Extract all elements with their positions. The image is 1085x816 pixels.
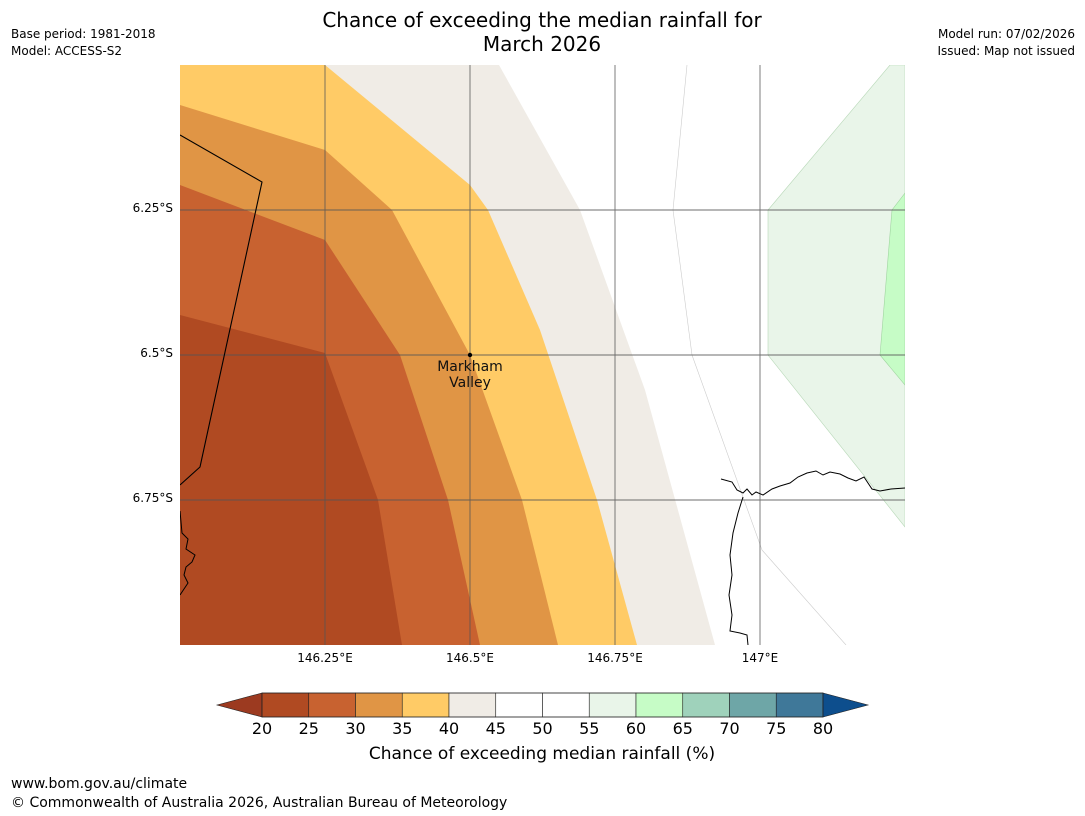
colorbar-tick-label: 25 <box>298 719 319 738</box>
lon-label-146-75: 146.75°E <box>587 651 643 665</box>
map-area[interactable] <box>180 65 905 645</box>
footer-url[interactable]: www.bom.gov.au/climate <box>11 776 188 792</box>
colorbar-segment <box>542 692 590 718</box>
base-period-text: Base period: 1981-2018 <box>11 27 156 41</box>
colorbar-tick-label: 40 <box>438 719 460 738</box>
colorbar-tick-label: 80 <box>812 719 834 738</box>
grid-lines <box>180 65 905 645</box>
colorbar-segment <box>355 692 403 718</box>
issued-text: Issued: Map not issued <box>937 44 1075 58</box>
band-20-25 <box>180 315 402 645</box>
colorbar-tick-label: 20 <box>251 719 273 738</box>
place-label-line2: Valley <box>449 375 491 391</box>
map-canvas <box>180 65 905 645</box>
province-boundary <box>180 134 263 486</box>
colorbar-under-arrow <box>215 692 263 718</box>
colorbar-tick-label: 35 <box>392 719 413 738</box>
colorbar-segments <box>261 692 824 718</box>
lat-label-6-5: 6.5°S <box>140 346 173 360</box>
colorbar-segment <box>401 692 450 718</box>
coastline-west <box>180 510 196 596</box>
lon-label-146-5: 146.5°E <box>446 651 494 665</box>
place-label-markham-valley: Markham Valley <box>420 359 520 391</box>
colorbar-segment <box>308 692 356 718</box>
lon-label-147: 147°E <box>741 651 779 665</box>
colorbar-segment <box>495 692 543 718</box>
colorbar <box>215 692 870 718</box>
colorbar-title: Chance of exceeding median rainfall (%) <box>368 744 716 764</box>
colorbar-segment <box>448 692 497 718</box>
lat-label-6-25: 6.25°S <box>132 201 173 215</box>
model-text: Model: ACCESS-S2 <box>11 44 123 58</box>
colorbar-segment <box>588 692 637 718</box>
map-title-line1: Chance of exceeding the median rainfall … <box>322 8 762 32</box>
model-run-text: Model run: 07/02/2026 <box>937 27 1075 41</box>
colorbar-tick-label: 30 <box>345 719 366 738</box>
colorbar-segment <box>775 692 824 718</box>
colorbar-tick-label: 50 <box>532 719 553 738</box>
map-title-line2: March 2026 <box>482 32 602 56</box>
colorbar-tick-label: 65 <box>672 719 693 738</box>
coastline-east <box>720 470 905 645</box>
colorbar-segment <box>635 692 684 718</box>
colorbar-segment <box>729 692 777 718</box>
colorbar-tick-label: 75 <box>766 719 787 738</box>
lat-label-6-75: 6.75°S <box>132 491 173 505</box>
colorbar-segment <box>682 692 730 718</box>
meta-right: Model run: 07/02/2026 Issued: Map not is… <box>937 26 1075 60</box>
markham-valley-marker <box>467 352 473 358</box>
lon-label-146-25: 146.25°E <box>297 651 353 665</box>
place-label-line1: Markham <box>437 359 503 375</box>
colorbar-tick-label: 55 <box>579 719 600 738</box>
colorbar-outline <box>261 692 824 718</box>
footer-copyright: © Commonwealth of Australia 2026, Austra… <box>11 795 508 811</box>
colorbar-over-arrow <box>822 692 870 718</box>
colorbar-tick-label: 70 <box>719 719 740 738</box>
colorbar-tick-label: 45 <box>485 719 506 738</box>
colorbar-tick-label: 60 <box>625 719 647 738</box>
map-title: Chance of exceeding the median rainfall … <box>242 8 842 56</box>
band-55-60 <box>767 65 905 528</box>
colorbar-segment <box>261 692 310 718</box>
meta-left: Base period: 1981-2018 Model: ACCESS-S2 <box>11 26 156 60</box>
